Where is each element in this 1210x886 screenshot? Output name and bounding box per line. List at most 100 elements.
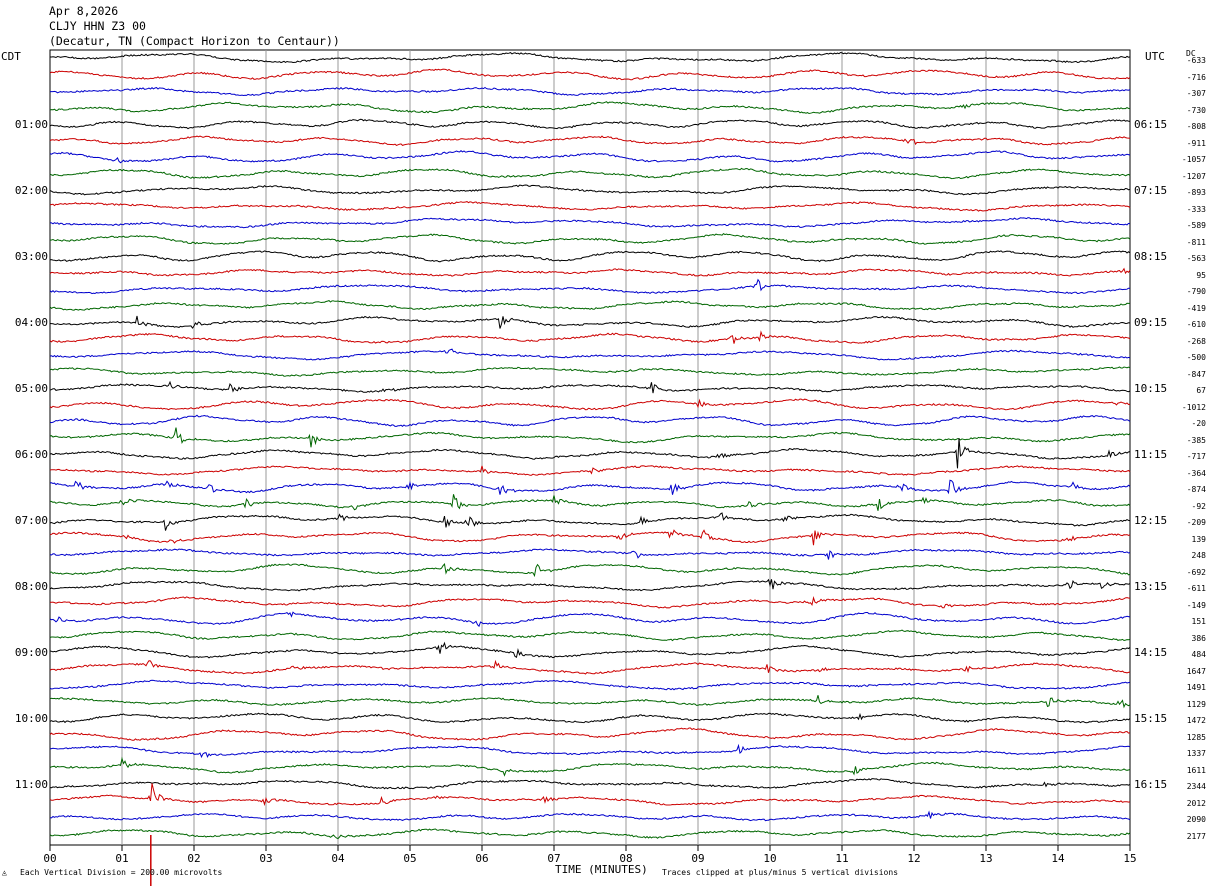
plot-frame [49,49,1131,846]
utc-hour-label: 12:15 [1134,514,1168,527]
dc-offset-label: -20 [1191,419,1206,428]
scale-note: Each Vertical Division = 200.00 microvol… [20,868,223,877]
trace-line [49,135,1131,146]
cdt-hour-label: 09:00 [14,646,48,659]
trace-line [49,101,1131,115]
cdt-hour-label: 01:00 [14,118,48,131]
dc-offset-label: 1611 [1186,765,1206,775]
x-tick-label: 13 [979,852,993,865]
dc-offset-label: 2344 [1186,782,1206,791]
trace-line [49,267,1131,277]
dc-offset-label: 67 [1196,386,1206,395]
trace-line [49,438,1131,469]
cdt-hour-label: 03:00 [14,250,48,263]
dc-offset-label: -307 [1186,89,1206,98]
trace-line [49,810,1131,822]
trace-line [49,398,1131,411]
utc-label: UTC [1145,50,1165,63]
clip-note: Traces clipped at plus/minus 5 vertical … [662,868,899,877]
trace-line [49,783,1131,807]
x-tick-label: 03 [259,852,273,865]
trace-line [49,118,1131,130]
dc-offset-label: -364 [1186,468,1206,478]
dc-offset-label: -911 [1186,138,1206,148]
station-location: (Decatur, TN (Compact Horizon to Centaur… [49,34,340,48]
cdt-hour-label: 08:00 [14,580,48,593]
dc-offset-label: -1207 [1181,171,1206,181]
trace-line [49,278,1130,295]
trace-line [49,315,1131,329]
trace-line [49,366,1131,377]
trace-line [49,695,1131,709]
trace-line [49,629,1131,642]
cdt-hour-label: 06:00 [14,448,48,461]
dc-offset-label: -333 [1186,204,1206,214]
dc-offset-label: -92 [1191,501,1206,511]
utc-hour-label: 09:15 [1134,316,1168,329]
trace-line [49,756,1131,777]
dc-offset-label: 1647 [1186,666,1206,676]
trace-line [50,51,1131,64]
cdt-hour-label: 11:00 [14,778,48,791]
x-tick-label: 11 [835,852,849,865]
trace-line [49,712,1131,724]
trace-line [49,611,1131,628]
cdt-hour-label: 07:00 [14,514,48,527]
dc-offset-label: -589 [1186,221,1206,230]
trace-line [49,414,1131,427]
trace-line [49,578,1131,592]
cdt-label: CDT [1,50,21,63]
dc-offset-label: 95 [1196,270,1206,280]
plot-date: Apr 8,2026 [49,4,119,18]
trace-line [49,380,1131,394]
x-tick-label: 10 [763,852,777,865]
trace-line [49,596,1131,609]
dc-offset-label: -893 [1186,188,1206,197]
dc-offset-label: -811 [1186,237,1206,247]
utc-hour-label: 11:15 [1134,448,1168,461]
utc-hour-label: 10:15 [1134,382,1168,395]
trace-line [49,300,1130,311]
dc-offset-label: -730 [1186,105,1206,115]
cdt-hour-label: 05:00 [14,382,48,395]
dc-offset-label: -209 [1186,518,1206,527]
x-tick-label: 00 [43,852,57,865]
trace-line [49,641,1131,659]
dc-offset-label: 2090 [1186,815,1206,824]
trace-line [49,232,1131,245]
trace-line [49,465,1131,476]
station-code: CLJY HHN Z3 00 [49,19,146,33]
x-tick-label: 09 [691,852,705,865]
dc-offset-label: -633 [1186,56,1206,65]
dc-offset-label: -717 [1186,452,1206,461]
dc-offset-label: -419 [1186,303,1206,313]
dc-offset-label: 2012 [1186,798,1206,808]
trace-line [49,743,1131,759]
cdt-hour-label: 02:00 [14,184,48,197]
trace-line [49,828,1131,840]
cdt-hour-label: 04:00 [14,316,48,329]
dc-offset-label: -874 [1186,485,1206,494]
dc-offset-label: 1337 [1186,749,1206,758]
utc-hour-label: 13:15 [1134,580,1168,593]
x-tick-label: 05 [403,852,417,865]
dc-offset-label: -563 [1186,254,1206,263]
trace-line [49,529,1131,546]
x-tick-label: 12 [907,852,921,865]
trace-line [49,250,1131,263]
trace-line [49,184,1131,196]
dc-label: DC [1186,49,1196,58]
cdt-hour-label: 10:00 [14,712,48,725]
dc-offset-label: -1057 [1181,155,1206,164]
dc-offset-label: 1472 [1186,716,1206,725]
trace-line [49,348,1131,361]
trace-line [49,330,1131,344]
dc-offset-label: -808 [1186,122,1206,131]
trace-line [49,548,1131,560]
utc-hour-label: 07:15 [1134,184,1168,197]
trace-line [49,659,1131,675]
x-tick-label: 04 [331,852,345,865]
dc-offset-label: -847 [1186,369,1206,379]
dc-offset-label: -716 [1186,72,1206,82]
